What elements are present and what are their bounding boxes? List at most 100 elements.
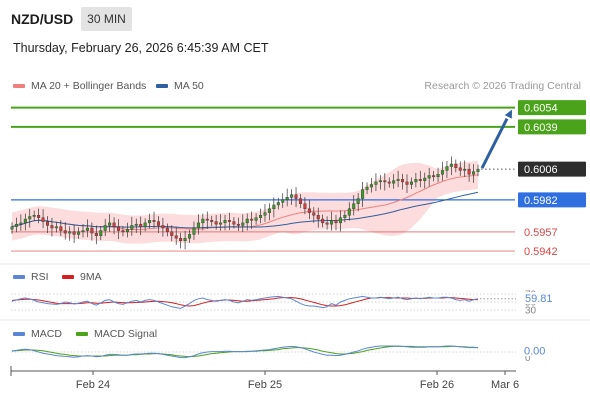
legend-rsi-label: RSI — [31, 271, 49, 283]
candle-body — [356, 198, 360, 204]
level-tag-0: 0.6054 — [524, 103, 558, 115]
legend-macd: MACD — [13, 328, 62, 340]
candle-body — [121, 230, 125, 233]
level-tag-bg-2 — [518, 192, 586, 208]
legend-macd-signal-swatch — [76, 332, 88, 336]
candle-body — [14, 223, 18, 227]
candle-body — [223, 220, 227, 224]
candle-body — [54, 226, 58, 229]
x-tick-label-0: Feb 24 — [76, 379, 110, 391]
bollinger-bands — [12, 160, 478, 244]
rsi-value-bg — [520, 292, 556, 305]
candle-body — [94, 232, 98, 236]
candle-body — [72, 231, 76, 235]
candle-body — [285, 197, 289, 201]
target-arrow — [480, 109, 512, 169]
candle-body — [303, 203, 307, 209]
candle-body — [454, 163, 458, 169]
candle-body — [440, 170, 444, 175]
candle-body — [85, 227, 89, 231]
current-price-tag: 0.6006 — [524, 164, 558, 176]
candle-body — [263, 212, 267, 216]
candle-body — [445, 166, 449, 171]
chart-datetime: Thursday, February 26, 2026 6:45:39 AM C… — [13, 41, 269, 55]
macd-value: 0.00 — [524, 346, 545, 358]
level-tag-3: 0.5957 — [524, 227, 558, 239]
candle-body — [99, 230, 103, 236]
timeframe-button[interactable]: 30 MIN — [81, 7, 132, 31]
candle-body — [401, 179, 405, 183]
candle-body — [414, 179, 418, 183]
candle-body — [392, 180, 396, 184]
legend-macd-signal: MACD Signal — [76, 328, 157, 340]
x-tick-label-3: Mar 6 — [491, 379, 519, 391]
candle-body — [418, 179, 422, 181]
candle-body — [28, 216, 32, 220]
candle-body — [458, 167, 462, 171]
candle-body — [192, 227, 196, 235]
candle-body — [254, 217, 258, 221]
legend-macd-swatch — [13, 332, 25, 336]
candle-body — [347, 208, 351, 216]
candle-body — [405, 181, 409, 185]
candle-body — [374, 181, 378, 185]
candle-body — [409, 181, 413, 185]
candle-body — [205, 218, 209, 221]
candle-body — [343, 214, 347, 218]
candle-body — [321, 218, 325, 224]
price-tags: 0.6054 0.6039 0.5982 0.5957 0.5942 0.6006 — [481, 100, 586, 258]
candle-body — [50, 225, 54, 229]
candle-body — [276, 202, 280, 206]
candle-body — [68, 231, 72, 234]
candle-body — [10, 226, 14, 230]
level-tag-4: 0.5942 — [524, 246, 558, 258]
candle-body — [250, 218, 254, 221]
candle-body — [294, 194, 298, 199]
candle-body — [236, 223, 240, 226]
candle-body — [449, 163, 453, 167]
candle-body — [130, 225, 134, 230]
ma50-line — [11, 191, 479, 229]
candle-body — [152, 220, 156, 222]
x-tick-label-2: Feb 26 — [420, 379, 454, 391]
candle-body — [125, 229, 129, 233]
candle-body — [383, 180, 387, 183]
price-levels — [11, 106, 515, 252]
candle-body — [365, 186, 369, 190]
candle-body — [290, 194, 294, 198]
candle-body — [312, 212, 316, 216]
rsi-panel: 70503059.81 — [11, 290, 556, 317]
legend-rsi-ma-label: 9MA — [80, 271, 102, 283]
candle-body — [143, 222, 147, 227]
legend-macd-signal-label: MACD Signal — [94, 328, 158, 340]
candle-body — [170, 231, 174, 236]
candle-body — [103, 225, 107, 231]
x-tick-label-1: Feb 25 — [248, 379, 282, 391]
candle-body — [307, 208, 311, 213]
macd-line — [11, 345, 478, 359]
candle-body — [134, 223, 138, 226]
candle-body — [19, 222, 23, 225]
candle-body — [427, 175, 431, 179]
macd-value-bg — [520, 345, 550, 356]
level-tag-bg-1 — [518, 119, 586, 135]
candle-body — [476, 168, 480, 172]
legend-rsi-swatch — [13, 275, 25, 279]
candle-body — [90, 227, 94, 234]
macd-panel: 00.00 — [11, 345, 550, 364]
candle-body — [156, 221, 160, 226]
candle-body — [46, 221, 50, 226]
candle-body — [108, 222, 112, 226]
candle-body — [325, 222, 329, 225]
candle-body — [32, 214, 36, 217]
candle-body — [59, 226, 63, 231]
candle-body — [369, 184, 373, 188]
candle-body — [161, 225, 165, 229]
candle-body — [281, 199, 285, 203]
time-axis: Feb 24 Feb 25 Feb 26 Mar 6 — [0, 263, 590, 391]
symbol-title: NZD/USD — [11, 11, 74, 27]
bollinger-band-fill — [12, 160, 478, 244]
candle-body — [330, 220, 334, 225]
candle-body — [112, 222, 116, 227]
